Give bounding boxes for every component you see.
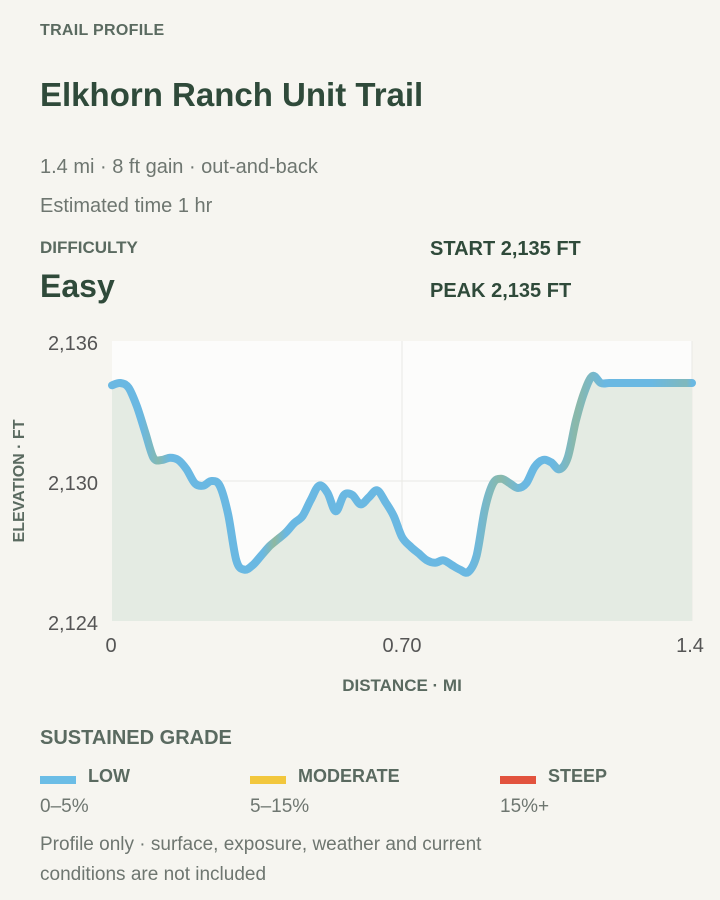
estimated-time: Estimated time 1 hr — [40, 195, 213, 217]
y-tick-label: 2,130 — [48, 473, 98, 495]
legend-swatch-steep — [500, 776, 536, 784]
y-tick-label: 2,136 — [48, 333, 98, 355]
trail-summary: 1.4 mi · 8 ft gain · out-and-back — [40, 156, 318, 178]
section-eyebrow: TRAIL PROFILE — [40, 22, 165, 39]
x-tick-label: 0.70 — [383, 635, 422, 657]
y-tick-label: 2,124 — [48, 613, 98, 635]
legend-swatch-moderate — [250, 776, 286, 784]
elevation-profile-chart: 2,136 2,130 2,124 0 0.70 1.4 DISTANCE · … — [11, 333, 704, 695]
footnote-disclaimer: Profile only · surface, exposure, weathe… — [40, 834, 482, 885]
legend-label: MODERATE — [298, 766, 400, 786]
x-axis-label: DISTANCE · MI — [342, 676, 462, 695]
x-tick-label: 1.4 — [676, 635, 704, 657]
y-axis-label: ELEVATION · FT — [11, 419, 28, 542]
difficulty-value: Easy — [40, 268, 115, 304]
trail-title: Elkhorn Ranch Unit Trail — [40, 76, 424, 113]
start-elevation: START 2,135 FT — [430, 238, 581, 260]
elevation-line — [108, 371, 696, 577]
legend-label: STEEP — [548, 766, 608, 786]
legend-range: 15%+ — [500, 796, 550, 817]
peak-elevation: PEAK 2,135 FT — [430, 280, 572, 302]
legend-range: 0–5% — [40, 796, 89, 817]
legend-range: 5–15% — [250, 796, 310, 817]
elevation-area — [112, 375, 692, 621]
legend-swatch-low — [40, 776, 76, 784]
grade-legend-heading: SUSTAINED GRADE — [40, 727, 232, 749]
difficulty-label: DIFFICULTY — [40, 238, 138, 257]
legend-label: LOW — [88, 766, 130, 786]
x-tick-label: 0 — [105, 635, 116, 657]
